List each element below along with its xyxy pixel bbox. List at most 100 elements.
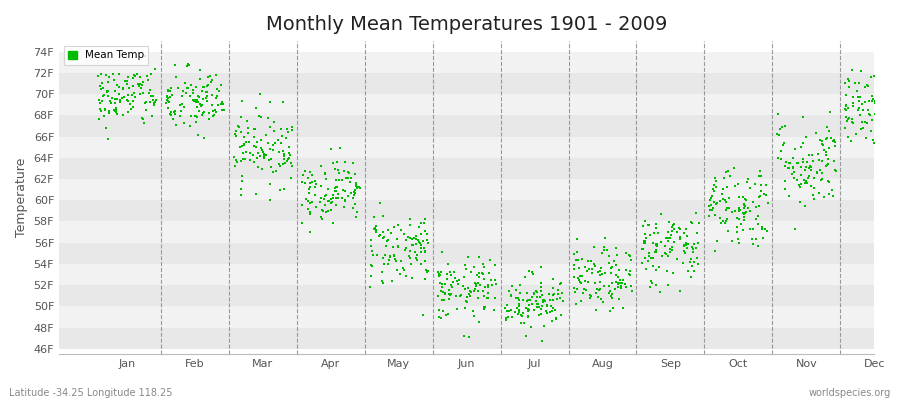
Point [878, 113, 892, 119]
Point [133, 81, 148, 87]
Point [191, 93, 205, 100]
Point [647, 230, 662, 237]
Point [882, 69, 896, 76]
Point [826, 138, 841, 144]
Point [94, 80, 109, 86]
Point [511, 306, 526, 313]
Point [326, 220, 340, 226]
Point [719, 168, 733, 175]
Point [280, 158, 294, 164]
Point [518, 320, 532, 327]
Point [504, 293, 518, 299]
Point [737, 196, 751, 203]
Point [381, 261, 395, 267]
Point [733, 216, 747, 222]
Point [883, 93, 897, 99]
Point [744, 236, 759, 242]
Point [677, 242, 691, 249]
Point [737, 211, 751, 218]
Point [201, 73, 215, 80]
Point [664, 224, 679, 230]
Point [603, 288, 617, 294]
Point [295, 220, 310, 226]
Point [235, 142, 249, 149]
Point [662, 219, 677, 225]
Point [663, 248, 678, 255]
Point [609, 262, 624, 268]
Point [251, 150, 266, 156]
Point [160, 88, 175, 95]
Point [883, 115, 897, 122]
Point [416, 238, 430, 245]
Point [200, 98, 214, 104]
Point [203, 79, 218, 85]
Point [331, 170, 346, 176]
Point [875, 99, 889, 106]
Point [536, 303, 550, 309]
Point [395, 265, 410, 272]
Point [661, 238, 675, 244]
Point [296, 172, 310, 178]
Point [879, 100, 894, 107]
Point [587, 260, 601, 267]
Point [778, 178, 792, 184]
Point [403, 216, 418, 222]
Point [412, 224, 427, 230]
Point [860, 83, 875, 90]
Point [282, 150, 296, 156]
Point [241, 139, 256, 145]
Point [839, 92, 853, 98]
Point [450, 306, 464, 312]
Point [534, 284, 548, 290]
Point [315, 207, 329, 213]
Point [275, 148, 290, 154]
Point [733, 207, 747, 213]
Point [264, 156, 278, 162]
Point [691, 220, 706, 226]
Point [591, 286, 606, 293]
Point [828, 168, 842, 174]
Point [530, 301, 544, 308]
Point [320, 198, 335, 204]
Point [791, 160, 806, 166]
Point [706, 186, 720, 192]
Point [808, 130, 823, 136]
Point [822, 179, 836, 185]
Legend: Mean Temp: Mean Temp [64, 46, 148, 65]
Point [585, 266, 599, 272]
Point [661, 282, 675, 288]
Point [814, 170, 829, 176]
Point [611, 280, 625, 286]
Point [230, 159, 244, 165]
Point [722, 205, 736, 211]
Point [708, 178, 723, 184]
Point [308, 178, 322, 185]
Point [796, 159, 810, 166]
Point [534, 310, 548, 317]
Point [122, 98, 136, 104]
Point [346, 192, 361, 198]
Point [229, 133, 243, 139]
Point [587, 244, 601, 250]
Point [858, 119, 872, 126]
Point [458, 286, 473, 292]
Point [614, 282, 628, 289]
Point [706, 182, 721, 188]
Point [227, 154, 241, 160]
Point [382, 252, 397, 259]
Point [576, 290, 590, 296]
Point [705, 193, 719, 200]
Point [442, 286, 456, 293]
Point [112, 84, 126, 91]
Point [520, 314, 535, 320]
Point [328, 188, 342, 194]
Point [228, 131, 242, 137]
Point [581, 258, 596, 264]
Point [237, 142, 251, 148]
Point [516, 310, 530, 316]
Point [411, 237, 426, 243]
Point [331, 195, 346, 202]
Point [238, 139, 253, 145]
Point [841, 76, 855, 82]
Point [301, 206, 315, 212]
